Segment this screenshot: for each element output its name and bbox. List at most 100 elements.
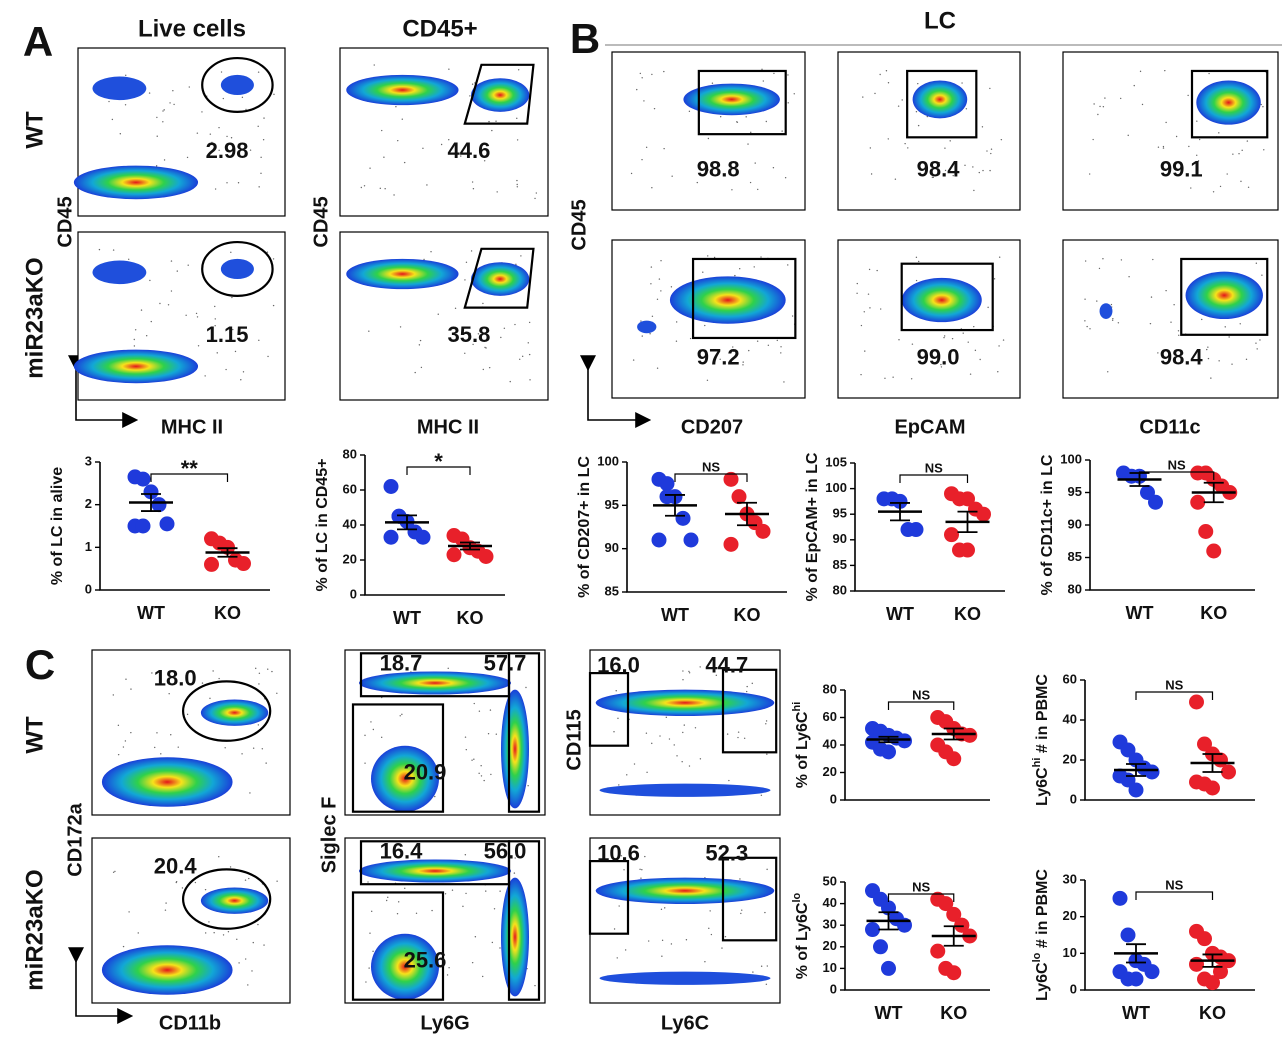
- event-dot: [529, 379, 530, 380]
- event-dot: [745, 116, 746, 117]
- event-dot: [265, 762, 266, 763]
- event-dot: [168, 304, 169, 305]
- gate-percent: 1.15: [206, 322, 249, 347]
- data-point: [756, 524, 771, 539]
- y-tick-label: 0: [85, 581, 92, 596]
- event-dot: [1225, 326, 1226, 327]
- data-point: [1221, 765, 1236, 780]
- event-dot: [1201, 319, 1202, 320]
- event-dot: [125, 740, 126, 741]
- event-dot: [646, 147, 647, 148]
- event-dot: [257, 126, 258, 127]
- event-dot: [725, 936, 726, 937]
- event-dot: [465, 854, 466, 855]
- event-dot: [146, 335, 147, 336]
- event-dot: [367, 881, 368, 882]
- event-dot: [448, 68, 449, 69]
- event-dot: [364, 735, 365, 736]
- event-dot: [1103, 106, 1104, 107]
- event-dot: [651, 74, 652, 75]
- event-dot: [966, 108, 967, 109]
- event-dot: [213, 932, 214, 933]
- event-dot: [473, 188, 474, 189]
- event-dot: [657, 367, 658, 368]
- event-dot: [660, 290, 661, 291]
- y-axis-label: CD45: [568, 199, 590, 250]
- event-dot: [711, 934, 712, 935]
- data-point: [1205, 781, 1220, 796]
- data-point: [1189, 957, 1204, 972]
- event-dot: [149, 280, 150, 281]
- y-axis-label-sup: hi: [791, 702, 803, 712]
- event-dot: [202, 682, 203, 683]
- event-dot: [404, 162, 405, 163]
- event-dot: [472, 962, 473, 963]
- y-tick-label: 20: [343, 551, 357, 566]
- event-dot: [970, 373, 971, 374]
- event-dot: [534, 985, 535, 986]
- event-dot: [870, 147, 871, 148]
- y-axis-label-sup: lo: [791, 892, 803, 902]
- event-dot: [173, 104, 174, 105]
- event-dot: [489, 367, 490, 368]
- gate-percent: 98.4: [1160, 344, 1204, 369]
- event-dot: [245, 879, 246, 880]
- event-dot: [151, 672, 152, 673]
- event-dot: [876, 270, 877, 271]
- event-dot: [187, 714, 188, 715]
- event-dot: [918, 261, 919, 262]
- gate-percent: 44.6: [448, 138, 491, 163]
- data-point: [684, 533, 699, 548]
- event-dot: [737, 737, 738, 738]
- event-dot: [764, 912, 765, 913]
- event-dot: [419, 344, 420, 345]
- data-point: [954, 918, 969, 933]
- event-dot: [482, 303, 483, 304]
- event-dot: [235, 351, 236, 352]
- y-tick-label: 100: [825, 480, 847, 495]
- event-dot: [466, 262, 467, 263]
- event-dot: [1196, 120, 1197, 121]
- y-tick-label: 40: [1063, 711, 1077, 726]
- event-dot: [739, 878, 740, 879]
- event-dot: [650, 283, 651, 284]
- x-tick-label: WT: [875, 1003, 903, 1023]
- gate-percent: 98.4: [917, 156, 961, 181]
- event-dot: [260, 173, 261, 174]
- event-dot: [472, 181, 473, 182]
- gate-percent: 25.6: [404, 948, 447, 973]
- event-dot: [780, 352, 781, 353]
- event-dot: [856, 293, 857, 294]
- event-dot: [273, 258, 274, 259]
- event-dot: [499, 947, 500, 948]
- data-point: [479, 549, 494, 564]
- event-dot: [1121, 259, 1122, 260]
- row-label: miR23aKO: [21, 257, 48, 378]
- event-dot: [918, 125, 919, 126]
- event-dot: [113, 249, 114, 250]
- y-tick-label: 1: [85, 539, 92, 554]
- y-tick-label: 30: [823, 917, 837, 932]
- event-dot: [431, 910, 432, 911]
- event-dot: [373, 729, 374, 730]
- event-dot: [768, 345, 769, 346]
- event-dot: [240, 379, 241, 380]
- event-dot: [1150, 323, 1151, 324]
- significance-label: NS: [702, 459, 720, 474]
- event-dot: [1241, 150, 1242, 151]
- event-dot: [490, 709, 491, 710]
- density: [670, 276, 786, 323]
- event-dot: [773, 73, 774, 74]
- data-point: [1198, 524, 1213, 539]
- event-dot: [1256, 263, 1257, 264]
- y-axis-label-part: Ly6C: [1034, 767, 1051, 806]
- event-dot: [617, 957, 618, 958]
- event-dot: [1240, 323, 1241, 324]
- event-dot: [361, 187, 362, 188]
- event-dot: [989, 170, 990, 171]
- event-dot: [1001, 139, 1002, 140]
- y-tick-label: 80: [343, 446, 357, 461]
- event-dot: [225, 369, 226, 370]
- data-point: [152, 497, 167, 512]
- event-dot: [907, 147, 908, 148]
